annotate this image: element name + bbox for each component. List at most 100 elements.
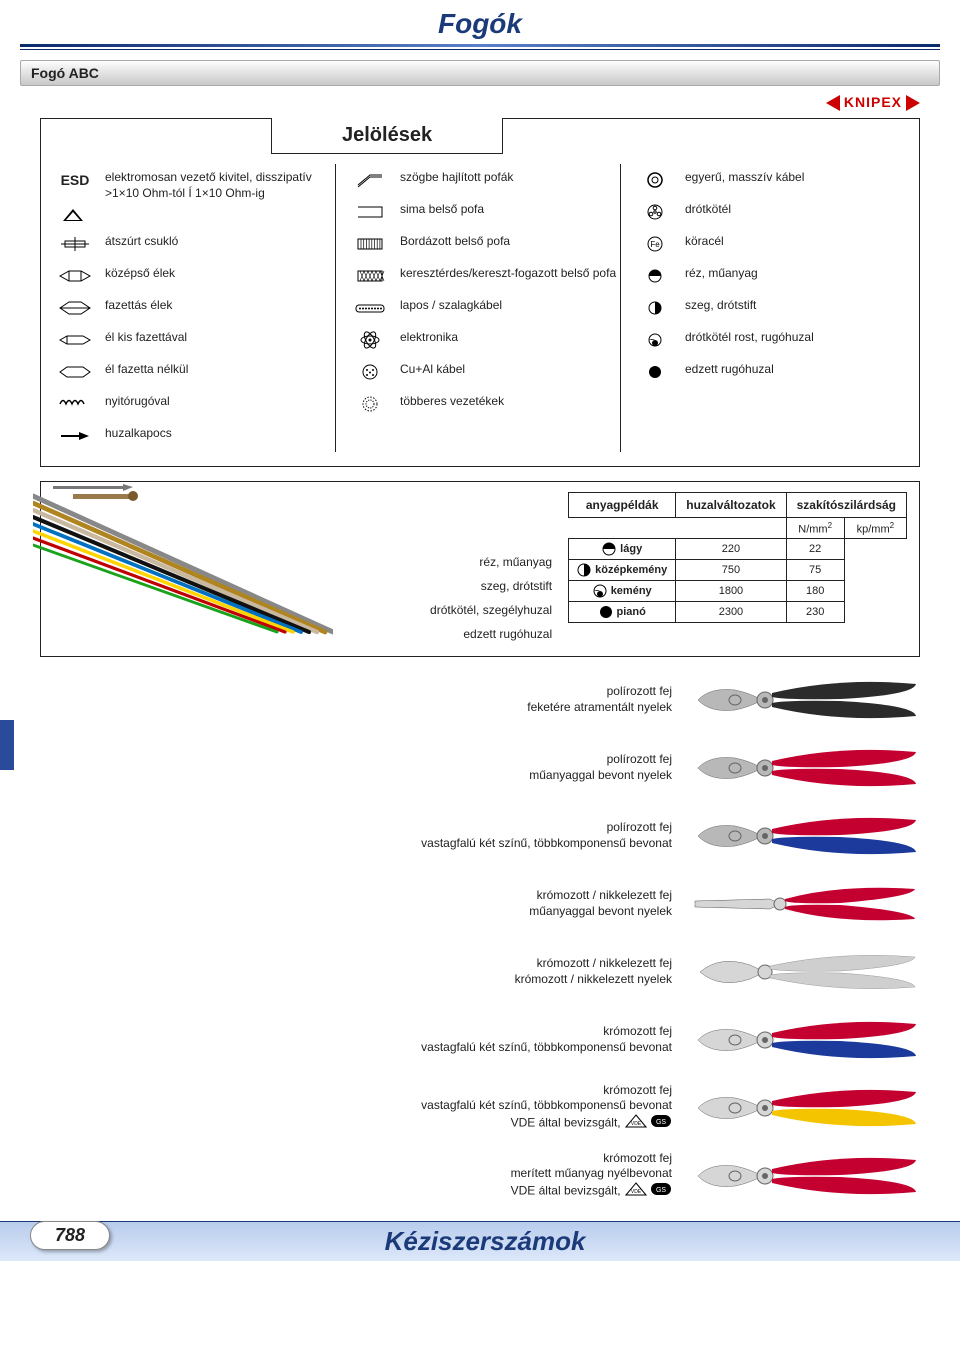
clamp-icon — [55, 426, 95, 446]
legend-text: elektromosan vezető kivitel, disszipatív… — [105, 170, 312, 201]
pliers-row: krómozott / nikkelezett fejkrómozott / n… — [40, 947, 920, 997]
legend-text: szeg, drótstift — [685, 298, 756, 314]
kpmm-cell: 230 — [786, 602, 844, 623]
legend-text: Bordázott belső pofa — [400, 234, 510, 250]
legend-item: egyerű, masszív kábel — [635, 164, 905, 196]
legend-item: fazettás élek — [55, 292, 325, 324]
kpmm-cell: 22 — [786, 539, 844, 560]
strand-icon — [635, 202, 675, 222]
edge-facet-icon — [55, 298, 95, 318]
legend-text: huzalkapocs — [105, 426, 172, 442]
esd-triangle-icon — [61, 207, 325, 228]
small-dot-icon — [635, 330, 675, 350]
legend-item: él fazetta nélkül — [55, 356, 325, 388]
wire-fan-illustration — [33, 482, 333, 642]
svg-text:VDE: VDE — [631, 1121, 642, 1127]
legend-item: lapos / szalagkábel — [350, 292, 620, 324]
ribbed-jaw-icon — [350, 234, 390, 254]
fe-icon: Fe — [635, 234, 675, 254]
cual-icon — [350, 362, 390, 382]
brand-logo: KNIPEX — [826, 94, 920, 111]
legend-text: edzett rugóhuzal — [685, 362, 774, 378]
pliers-row: krómozott fejvastagfalú két színű, többk… — [40, 1083, 920, 1133]
header-rule — [20, 44, 940, 47]
pliers-illustration — [690, 947, 920, 997]
legend-col: ESD elektromosan vezető kivitel, disszipa… — [55, 164, 335, 452]
pliers-description: krómozott fejmerített műanyag nyélbevona… — [511, 1151, 672, 1201]
material-table: anyagpéldák huzalváltozatok szakítószilá… — [568, 492, 907, 624]
legend-item: elektronika — [350, 324, 620, 356]
full-icon — [635, 362, 675, 382]
legend-box: Jelölések ESDelektromosan vezető kivitel… — [40, 118, 920, 467]
pliers-description: krómozott fejvastagfalú két színű, többk… — [421, 1083, 672, 1133]
legend-text: elektronika — [400, 330, 458, 346]
legend-item: drótkötél — [635, 196, 905, 228]
legend-text: él fazetta nélkül — [105, 362, 188, 378]
svg-text:VDE: VDE — [631, 1189, 642, 1195]
side-tab — [0, 720, 14, 770]
page-header: Fogók — [0, 0, 960, 44]
pliers-description: polírozott fejfeketére atramentált nyele… — [527, 684, 672, 715]
legend-col: egyerű, masszív kábeldrótkötélFeköracélr… — [620, 164, 905, 452]
nmm-cell: 750 — [676, 560, 786, 581]
edge-small-icon — [55, 330, 95, 350]
joint-icon — [55, 234, 95, 254]
unit-nmm: N/mm2 — [786, 517, 844, 539]
edge-none-icon — [55, 362, 95, 382]
angled-jaw-icon — [350, 170, 390, 190]
legend-item: középső élek — [55, 260, 325, 292]
flat-cable-icon — [350, 298, 390, 318]
kpmm-cell: 180 — [786, 581, 844, 602]
hardness-cell: kemény — [569, 581, 676, 602]
esd-icon: ESD — [55, 170, 95, 190]
legend-text: lapos / szalagkábel — [400, 298, 502, 314]
hardness-cell: lágy — [569, 539, 676, 560]
legend-text: többeres vezetékek — [400, 394, 504, 410]
page-title: Fogók — [438, 8, 522, 39]
atom-icon — [350, 330, 390, 350]
half-right-icon — [635, 298, 675, 318]
legend-text: drótkötél rost, rugóhuzal — [685, 330, 814, 346]
nmm-cell: 1800 — [676, 581, 786, 602]
footer-title: Kéziszerszámok — [110, 1226, 860, 1257]
legend-text: fazettás élek — [105, 298, 172, 314]
legend-text: réz, műanyag — [685, 266, 758, 282]
pliers-description: polírozott fejműanyaggal bevont nyelek — [529, 752, 672, 783]
legend-item: ESD elektromosan vezető kivitel, disszipa… — [55, 164, 325, 207]
footer: 788 Kéziszerszámok — [0, 1221, 960, 1261]
kpmm-cell: 75 — [786, 560, 844, 581]
pliers-illustration — [690, 1083, 920, 1133]
pliers-row: polírozott fejfeketére atramentált nyele… — [40, 675, 920, 725]
legend-item: drótkötél rost, rugóhuzal — [635, 324, 905, 356]
legend-item: huzalkapocs — [55, 420, 325, 452]
pliers-illustration — [690, 743, 920, 793]
legend-text: sima belső pofa — [400, 202, 484, 218]
pliers-row: krómozott fejvastagfalú két színű, többk… — [40, 1015, 920, 1065]
legend-text: középső élek — [105, 266, 175, 282]
edge-mid-icon — [55, 266, 95, 286]
legend-text: él kis fazettával — [105, 330, 187, 346]
pliers-description: krómozott / nikkelezett fejkrómozott / n… — [515, 956, 672, 987]
pliers-illustration — [690, 879, 920, 929]
legend-item: réz, műanyag — [635, 260, 905, 292]
legend-text: egyerű, masszív kábel — [685, 170, 804, 186]
legend-item: sima belső pofa — [350, 196, 620, 228]
section-title: Fogó ABC — [20, 60, 940, 86]
legend-text: átszúrt csukló — [105, 234, 178, 250]
header-rule-thin — [20, 49, 940, 50]
spring-icon — [55, 394, 95, 414]
pliers-list: polírozott fejfeketére atramentált nyele… — [40, 675, 920, 1201]
svg-text:Fe: Fe — [650, 240, 660, 249]
pliers-illustration — [690, 1151, 920, 1201]
single-cable-icon — [635, 170, 675, 190]
hardness-cell: pianó — [569, 602, 676, 623]
nmm-cell: 220 — [676, 539, 786, 560]
half-top-icon — [635, 266, 675, 286]
legend-text: drótkötél — [685, 202, 731, 218]
legend-text: Cu+Al kábel — [400, 362, 465, 378]
svg-text:GS: GS — [656, 1187, 666, 1194]
page-number: 788 — [30, 1221, 110, 1250]
legend-text: szögbe hajlított pofák — [400, 170, 513, 186]
pliers-row: polírozott fejvastagfalú két színű, több… — [40, 811, 920, 861]
legend-item: átszúrt csukló — [55, 228, 325, 260]
